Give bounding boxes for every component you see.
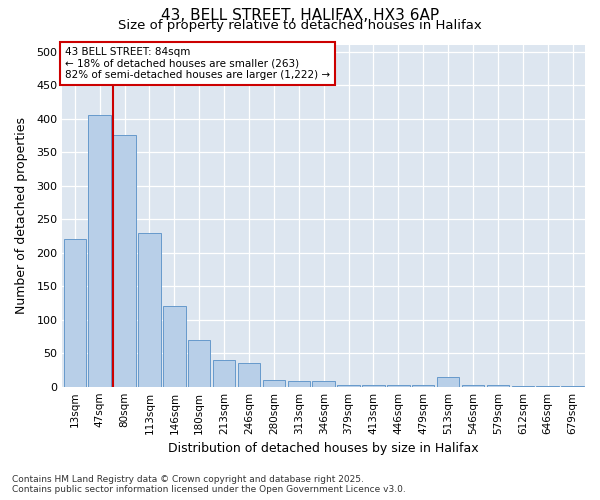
X-axis label: Distribution of detached houses by size in Halifax: Distribution of detached houses by size … xyxy=(169,442,479,455)
Text: 43 BELL STREET: 84sqm
← 18% of detached houses are smaller (263)
82% of semi-det: 43 BELL STREET: 84sqm ← 18% of detached … xyxy=(65,46,330,80)
Bar xyxy=(163,306,185,386)
Bar xyxy=(287,382,310,386)
Bar xyxy=(138,232,161,386)
Bar xyxy=(263,380,285,386)
Text: Contains HM Land Registry data © Crown copyright and database right 2025.
Contai: Contains HM Land Registry data © Crown c… xyxy=(12,474,406,494)
Bar xyxy=(188,340,211,386)
Bar xyxy=(337,384,360,386)
Bar xyxy=(387,384,410,386)
Y-axis label: Number of detached properties: Number of detached properties xyxy=(15,118,28,314)
Bar xyxy=(462,384,484,386)
Text: 43, BELL STREET, HALIFAX, HX3 6AP: 43, BELL STREET, HALIFAX, HX3 6AP xyxy=(161,8,439,22)
Text: Size of property relative to detached houses in Halifax: Size of property relative to detached ho… xyxy=(118,18,482,32)
Bar xyxy=(213,360,235,386)
Bar xyxy=(362,384,385,386)
Bar xyxy=(412,384,434,386)
Bar xyxy=(238,363,260,386)
Bar xyxy=(88,116,111,386)
Bar xyxy=(437,376,460,386)
Bar xyxy=(113,136,136,386)
Bar xyxy=(313,382,335,386)
Bar xyxy=(487,384,509,386)
Bar xyxy=(64,240,86,386)
